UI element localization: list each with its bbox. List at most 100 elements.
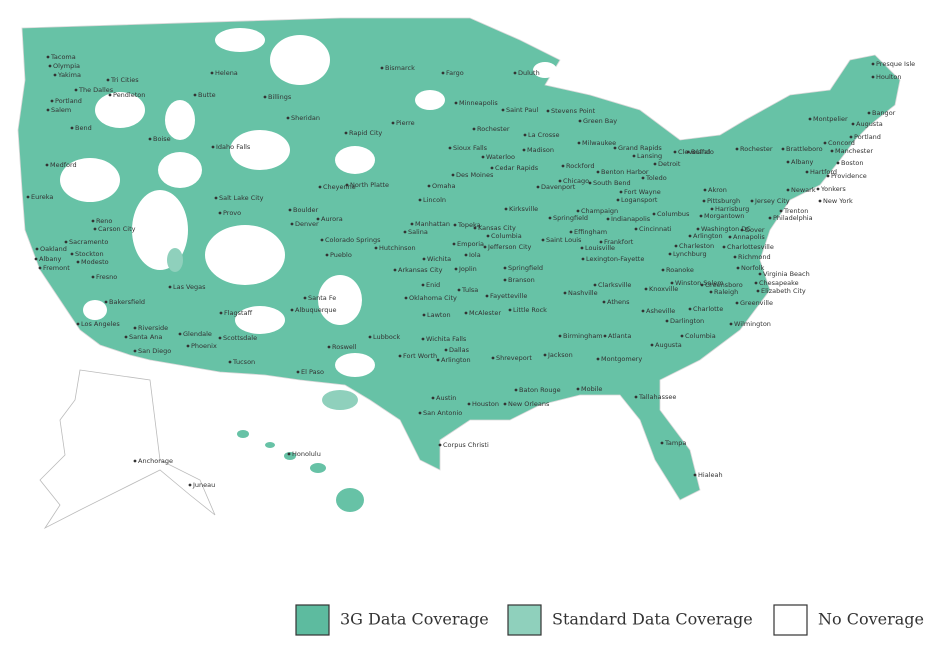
city-dot xyxy=(325,253,329,257)
city-dot xyxy=(660,441,664,445)
city-label: Stevens Point xyxy=(551,107,596,115)
city-dot xyxy=(728,235,732,239)
city-label: Houlton xyxy=(876,73,901,81)
city-dot xyxy=(467,402,471,406)
city-label: Duluth xyxy=(518,69,540,77)
city-dot xyxy=(148,137,152,141)
city-dot xyxy=(503,278,507,282)
city-dot xyxy=(464,311,468,315)
city-label: Tri Cities xyxy=(110,76,139,84)
city-dot xyxy=(398,354,402,358)
city-label: Wichita xyxy=(427,255,451,263)
city-dot xyxy=(581,257,585,261)
city-dot xyxy=(345,183,349,187)
city-label: Detroit xyxy=(658,160,681,168)
no-coverage-areas xyxy=(60,28,557,377)
legend-swatch xyxy=(773,604,808,636)
city-dot xyxy=(403,230,407,234)
city-dot xyxy=(522,148,526,152)
city-dot xyxy=(616,198,620,202)
city-label: Davenport xyxy=(541,183,576,191)
city-dot xyxy=(661,268,665,272)
city-label: Topeka xyxy=(457,221,481,229)
city-dot xyxy=(70,126,74,130)
city-label: Flagstaff xyxy=(224,309,253,317)
city-dot xyxy=(702,199,706,203)
city-label: Reno xyxy=(96,217,112,225)
city-label: Modesto xyxy=(81,258,109,266)
city-dot xyxy=(602,300,606,304)
city-label: Rochester xyxy=(477,125,510,133)
city-label: Medford xyxy=(50,161,77,169)
city-label: Wichita Falls xyxy=(426,335,467,343)
city-label: Charleston xyxy=(679,242,714,250)
city-dot xyxy=(410,222,414,226)
city-dot xyxy=(64,240,68,244)
city-dot xyxy=(503,266,507,270)
city-dot xyxy=(418,198,422,202)
city-label: Santa Ana xyxy=(129,333,162,341)
city-label: Clarksville xyxy=(598,281,631,289)
city-label: Lansing xyxy=(637,152,662,160)
city-dot xyxy=(26,195,30,199)
city-label: Pittsburgh xyxy=(707,197,740,205)
city-label: Richmond xyxy=(738,253,771,261)
city-label: Eureka xyxy=(31,193,53,201)
city-dot xyxy=(722,245,726,249)
map-shapes xyxy=(17,17,901,530)
city-dot xyxy=(851,122,855,126)
city-dot xyxy=(756,289,760,293)
city-label: Salt Lake City xyxy=(219,194,264,202)
city-dot xyxy=(76,260,80,264)
city-dot xyxy=(816,187,820,191)
city-label: Augusta xyxy=(655,341,682,349)
city-label: Phoenix xyxy=(191,342,217,350)
city-label: Columbus xyxy=(657,210,690,218)
city-label: Roswell xyxy=(332,343,357,351)
city-label: Sacramento xyxy=(69,238,108,246)
city-dot xyxy=(186,344,190,348)
city-dot xyxy=(619,190,623,194)
city-label: Helena xyxy=(215,69,238,77)
city-label: Fargo xyxy=(446,69,464,77)
city-dot xyxy=(38,266,42,270)
city-label: Emporia xyxy=(457,240,484,248)
city-label: Olympia xyxy=(53,62,80,70)
city-label: Athens xyxy=(607,298,630,306)
standard-coverage-areas xyxy=(167,248,358,410)
city-dot xyxy=(454,267,458,271)
city-dot xyxy=(577,141,581,145)
city-dot xyxy=(536,185,540,189)
city-dot xyxy=(491,356,495,360)
city-dot xyxy=(836,161,840,165)
city-dot xyxy=(303,296,307,300)
city-dot xyxy=(441,71,445,75)
city-dot xyxy=(758,272,762,276)
city-dot xyxy=(451,173,455,177)
city-label: Cedar Rapids xyxy=(495,164,539,172)
city-dot xyxy=(404,296,408,300)
city-dot xyxy=(686,150,690,154)
city-label: Champaign xyxy=(581,207,618,215)
city-label: Charlottesville xyxy=(727,243,774,251)
city-dot xyxy=(391,121,395,125)
city-label: Harrisburg xyxy=(715,205,749,213)
city-label: Elizabeth City xyxy=(761,287,806,295)
city-dot xyxy=(422,313,426,317)
city-label: Lincoln xyxy=(423,196,446,204)
city-dot xyxy=(830,149,834,153)
city-label: Waterloo xyxy=(486,153,515,161)
city-label: Albuquerque xyxy=(295,306,337,314)
city-dot xyxy=(210,71,214,75)
city-dot xyxy=(74,88,78,92)
city-dot xyxy=(632,154,636,158)
city-dot xyxy=(374,246,378,250)
city-dot xyxy=(541,238,545,242)
city-dot xyxy=(578,119,582,123)
city-dot xyxy=(641,176,645,180)
city-dot xyxy=(781,147,785,151)
city-label: Boulder xyxy=(293,206,318,214)
city-label: Saint Louis xyxy=(546,236,582,244)
city-label: Roanoke xyxy=(666,266,694,274)
city-label: Greenville xyxy=(740,299,773,307)
